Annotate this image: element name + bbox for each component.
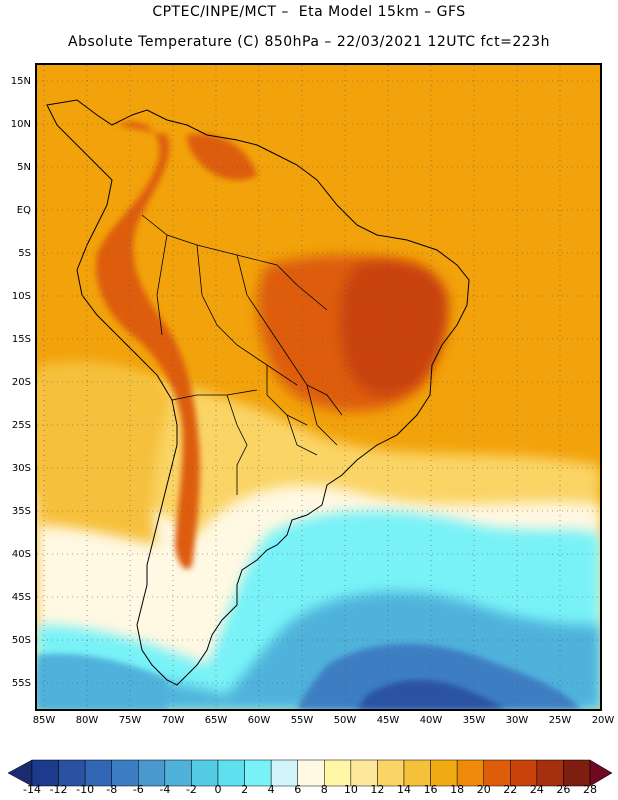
chart-title-line1: CPTEC/INPE/MCT – Eta Model 15km – GFS [152, 4, 466, 20]
lon-label: 60W [247, 715, 271, 726]
lat-label: EQ [16, 205, 31, 216]
lat-label: 30S [11, 463, 31, 474]
lon-label: 30W [505, 715, 529, 726]
colorbar-tick-label: -12 [49, 783, 68, 796]
coldest-water-zone [357, 680, 507, 709]
colorbar-tick-label: 12 [370, 783, 385, 796]
pacific-cold-zone [37, 653, 167, 709]
chart-title-line2: Absolute Temperature (C) 850hPa – 22/03/… [68, 34, 550, 50]
colorbar-tick-label: 4 [267, 783, 275, 796]
lon-label: 70W [161, 715, 185, 726]
lon-label: 35W [462, 715, 486, 726]
colorbar-tick-label: 22 [503, 783, 518, 796]
colorbar-swatch [217, 759, 245, 787]
colorbar-swatch [403, 759, 431, 787]
continent-outline [46, 99, 470, 686]
lat-label: 15N [10, 76, 31, 87]
lat-label: 20S [11, 377, 31, 388]
lat-label: 55S [11, 678, 31, 689]
pacific-mid-zone [37, 361, 172, 545]
brazil-very-hot-core [340, 261, 448, 396]
colorbar-tick-label: -14 [23, 783, 41, 796]
colorbar-tick-label: -8 [106, 783, 118, 796]
colorbar-tick-label: 18 [450, 783, 465, 796]
lat-label: 10N [10, 119, 31, 130]
colorbar-tick-label: 14 [397, 783, 411, 796]
colorbar-swatch [111, 759, 139, 787]
colorbar-tick-label: 2 [241, 783, 249, 796]
colorbar-swatch [138, 759, 166, 787]
colorbar-swatch [297, 759, 325, 787]
lon-label: 80W [75, 715, 99, 726]
lon-label: 85W [32, 715, 56, 726]
lat-label: 25S [11, 420, 31, 431]
lat-label: 45S [11, 592, 31, 603]
lat-label: 40S [11, 549, 31, 560]
lon-label: 55W [290, 715, 314, 726]
colorbar-tick-label: 20 [476, 783, 491, 796]
lon-label: 75W [118, 715, 142, 726]
colorbar [7, 759, 613, 787]
lat-label: 15S [11, 334, 31, 345]
colorbar-tick-label: 16 [423, 783, 438, 796]
lon-label: 40W [419, 715, 443, 726]
colorbar-swatch [31, 759, 59, 787]
colorbar-swatch [510, 759, 538, 787]
lat-label: 5N [17, 162, 31, 173]
venezuela-warm-spot [187, 134, 257, 181]
lat-label: 50S [11, 635, 31, 646]
lon-label: 45W [376, 715, 400, 726]
lon-label: 50W [333, 715, 357, 726]
lat-label: 10S [11, 291, 31, 302]
lon-label: 25W [548, 715, 572, 726]
colorbar-tick-label: 0 [214, 783, 222, 796]
colorbar-tick-label: -6 [132, 783, 144, 796]
colorbar-swatch [324, 759, 352, 787]
colorbar-swatch [430, 759, 458, 787]
colorbar-tick-label: -10 [76, 783, 95, 796]
lon-label: 20W [591, 715, 615, 726]
colorbar-tick-label: 24 [529, 783, 544, 796]
colorbar-swatch [191, 759, 219, 787]
colorbar-tick-label: 26 [556, 783, 571, 796]
colorbar-tick-label: 10 [343, 783, 358, 796]
colorbar-tick-label: 28 [583, 783, 597, 796]
colorbar-swatch [164, 759, 192, 787]
colorbar-swatch [270, 759, 298, 787]
colorbar-swatch [244, 759, 272, 787]
lat-label: 35S [11, 506, 31, 517]
colorbar-tick-label: -2 [185, 783, 197, 796]
colder-water-zone [297, 643, 582, 709]
colorbar-swatch [563, 759, 591, 787]
colorbar-right-arrow [589, 759, 613, 787]
lon-label: 65W [204, 715, 228, 726]
colorbar-tick-label: 8 [320, 783, 328, 796]
lat-label: 5S [18, 248, 31, 259]
andes-warm-band [96, 122, 200, 569]
colorbar-tick-label: 6 [294, 783, 302, 796]
colorbar-swatch [350, 759, 378, 787]
colorbar-swatch [58, 759, 86, 787]
temperature-map [35, 63, 602, 711]
map-canvas [37, 65, 600, 709]
colorbar-swatch [456, 759, 484, 787]
colorbar-tick-label: -4 [159, 783, 171, 796]
